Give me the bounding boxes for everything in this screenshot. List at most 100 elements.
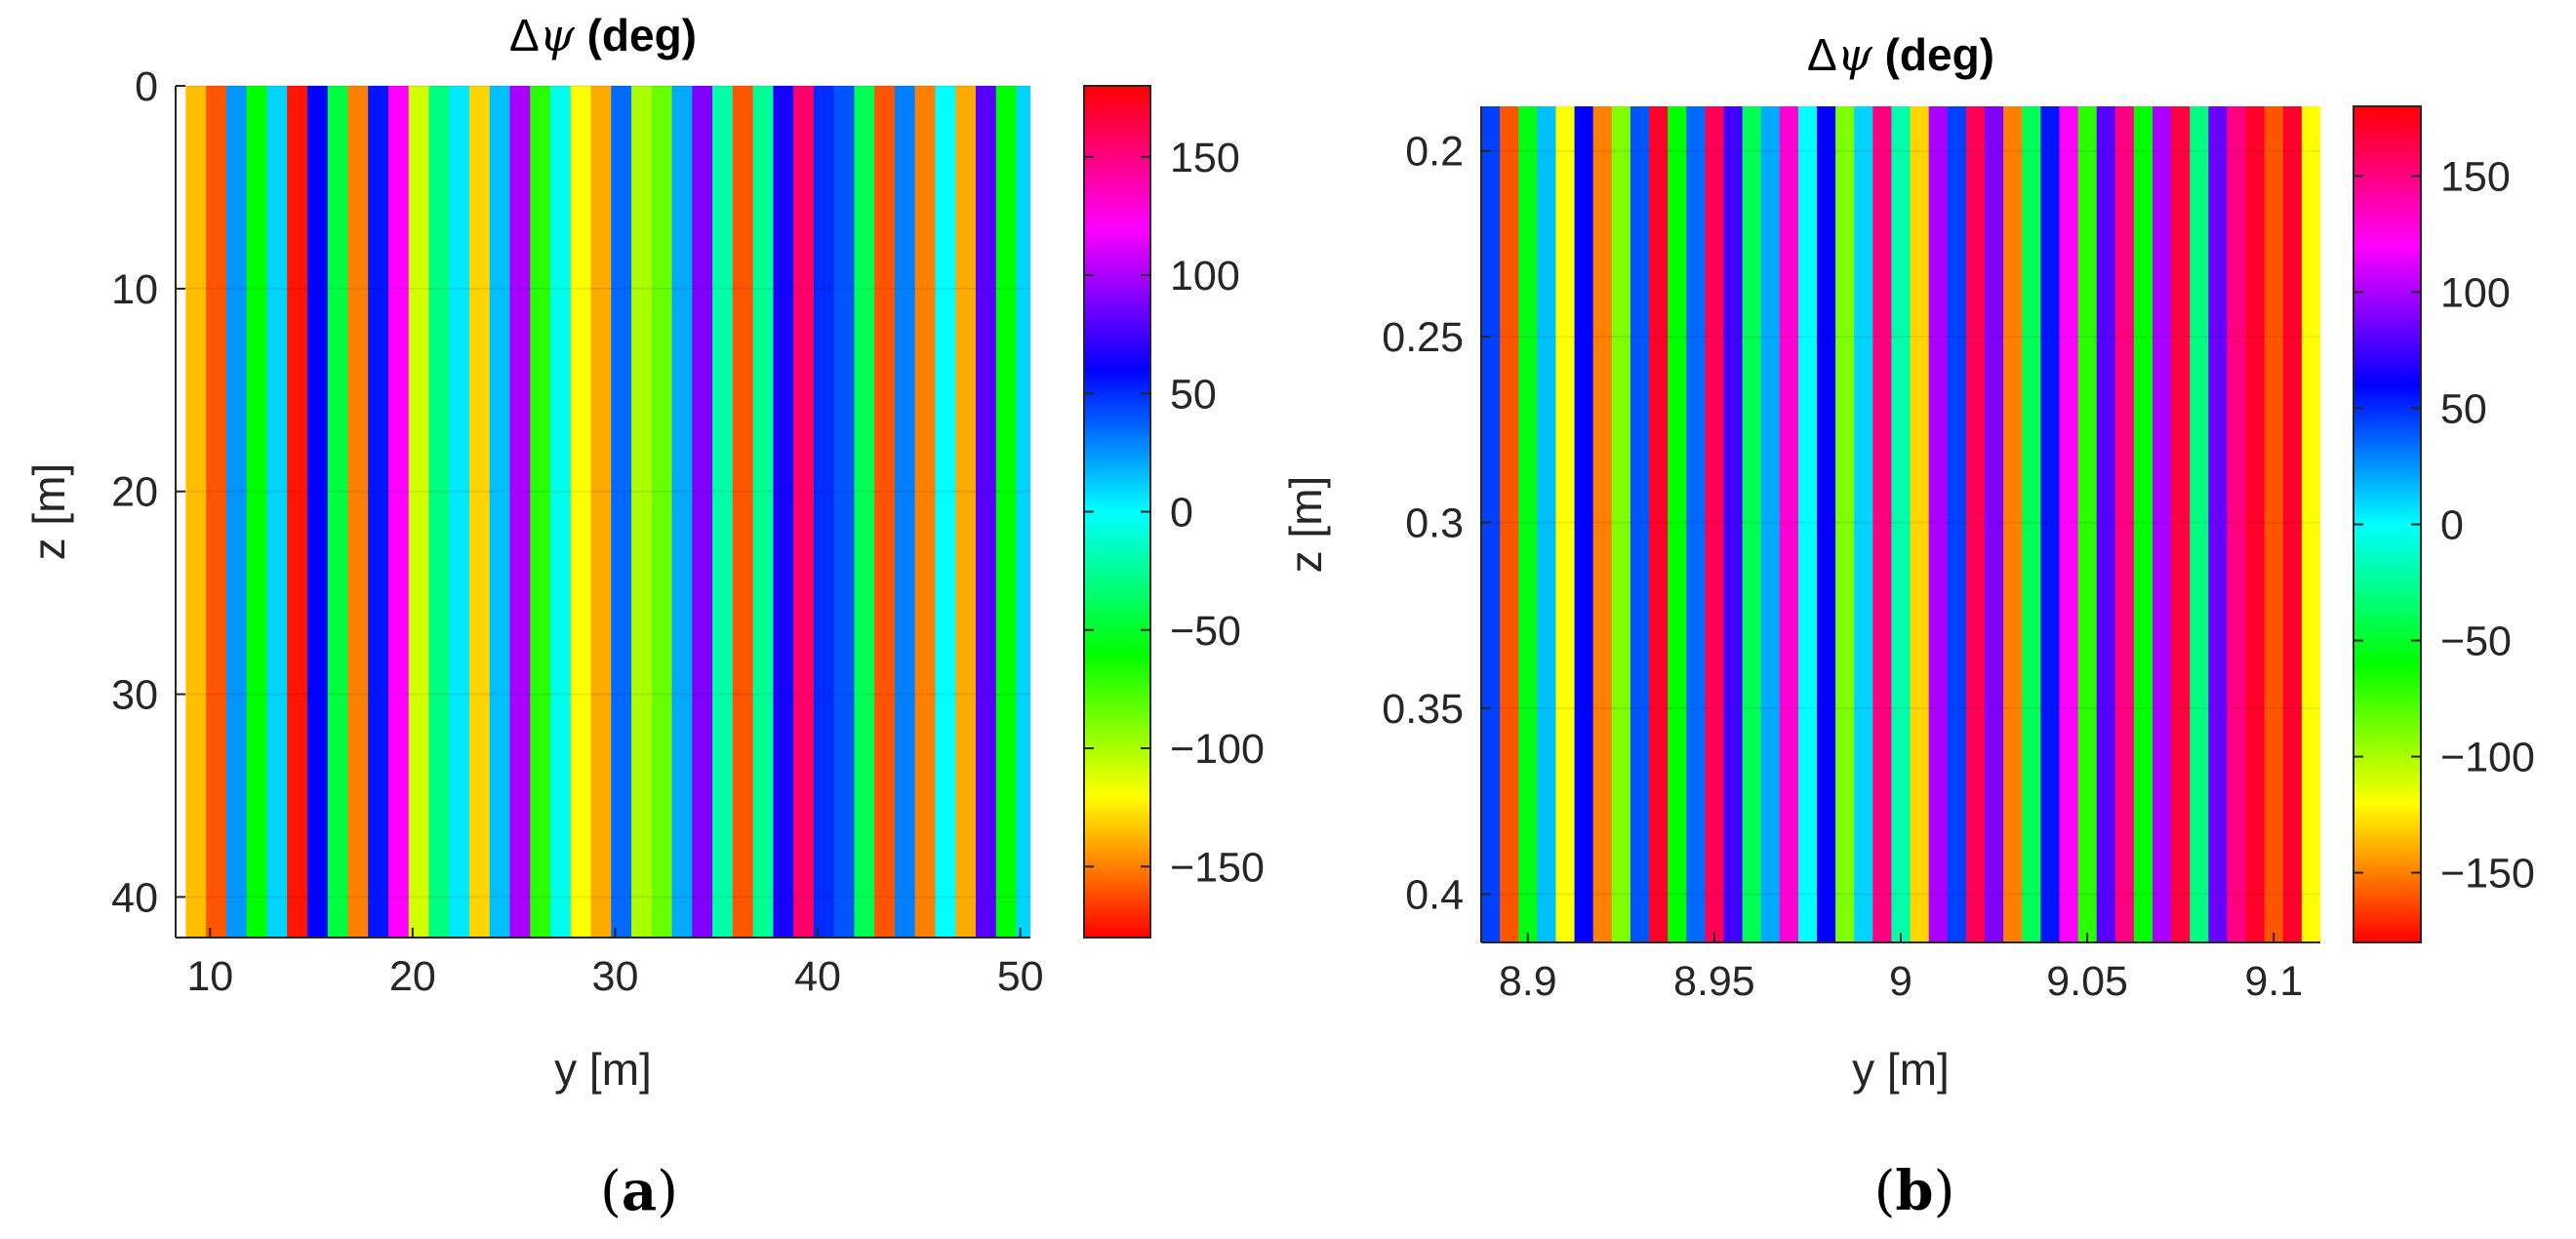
- y-tick-label: 30: [111, 672, 158, 719]
- heatmap-column: [793, 86, 815, 938]
- colorbar-tick-label: −50: [2440, 619, 2512, 665]
- x-tick-label: 20: [389, 953, 436, 1000]
- heatmap-column: [1817, 106, 1836, 942]
- colorbar-tick-label: 150: [2440, 153, 2511, 200]
- heatmap-column: [225, 86, 248, 938]
- heatmap-column: [2022, 106, 2041, 942]
- colorbar: [2353, 105, 2422, 943]
- x-tick-label: 40: [794, 953, 841, 1000]
- heatmap-column: [590, 86, 612, 938]
- colorbar: [1083, 85, 1151, 939]
- panel-label: (b): [1874, 1159, 1955, 1223]
- heatmap-column: [874, 86, 896, 938]
- heatmap-column: [2208, 106, 2229, 942]
- heatmap-column: [1760, 106, 1781, 942]
- y-tick-label: 10: [111, 266, 158, 313]
- heatmap-column: [2077, 106, 2098, 942]
- heatmap-column: [671, 86, 693, 938]
- x-tick-label: 50: [997, 953, 1044, 1000]
- x-tick-label: 9: [1889, 958, 1912, 1005]
- heatmap-column: [1947, 106, 1967, 942]
- heatmap-column: [1891, 106, 1912, 942]
- heatmap-column: [2153, 106, 2172, 942]
- heatmap-column: [2040, 106, 2061, 942]
- y-tick-label: 40: [111, 874, 158, 921]
- heatmap-column: [428, 86, 450, 938]
- colorbar-tick-label: −100: [1170, 726, 1265, 773]
- chart-a: 10 20 30 40 50 0 10 20 30 40 y [m] z [m] Δψ (deg) −15…: [23, 9, 1265, 1223]
- colorbar-tick-label: 150: [1170, 135, 1240, 181]
- heatmap-column: [2282, 106, 2303, 942]
- heatmap-column: [306, 86, 329, 938]
- y-tick-label: 0.35: [1382, 686, 1464, 733]
- heatmap-column: [1649, 106, 1669, 942]
- heatmap-column: [1518, 106, 1538, 942]
- colorbar-tick-label: −100: [2440, 735, 2535, 781]
- heatmap-column: [266, 86, 288, 938]
- heatmap-column: [995, 86, 1018, 938]
- heatmap-column: [1555, 106, 1576, 942]
- heatmap-column: [2245, 106, 2266, 942]
- colorbar-tick-label: 50: [2440, 385, 2487, 432]
- y-tick-label: 20: [111, 469, 158, 516]
- heatmap-column: [1592, 106, 1613, 942]
- heatmap-column: [509, 86, 531, 938]
- y-tick-label: 0: [135, 63, 158, 110]
- heatmap-column: [1742, 106, 1762, 942]
- heatmap-column: [2171, 106, 2191, 942]
- y-tick-label: 0.4: [1405, 871, 1464, 918]
- y-tick-label: 0.2: [1405, 129, 1464, 176]
- x-tick-label: 8.95: [1673, 958, 1755, 1005]
- heatmap-column: [185, 86, 207, 938]
- chart-title: Δψ (deg): [1807, 28, 1994, 81]
- heatmap-column: [368, 86, 389, 938]
- heatmap-column: [1985, 106, 2004, 942]
- heatmap-column: [935, 86, 956, 938]
- y-axis-label: z [m]: [23, 463, 74, 561]
- heatmap-column: [975, 86, 997, 938]
- heatmap-column: [1686, 106, 1706, 942]
- heatmap-column: [1611, 106, 1631, 942]
- heatmap-cells: [1481, 106, 2320, 942]
- colorbar-tick-label: −150: [2440, 851, 2535, 898]
- heatmap-column: [1016, 86, 1030, 938]
- heatmap-column: [2301, 106, 2320, 942]
- colorbar-tick-label: −50: [1170, 608, 1241, 655]
- heatmap-column: [469, 86, 491, 938]
- colorbar-tick-label: 100: [1170, 253, 1240, 300]
- heatmap-column: [1797, 106, 1818, 942]
- heatmap-column: [1835, 106, 1855, 942]
- heatmap-column: [1630, 106, 1650, 942]
- colorbar-tick-label: 0: [1170, 490, 1193, 537]
- x-tick-label: 8.9: [1499, 958, 1557, 1005]
- heatmap-column: [2059, 106, 2079, 942]
- chart-b: 8.9 8.95 9 9.05 9.1 0.2 0.25 0.3 0.35 0.4 y [m] z […: [1280, 28, 2535, 1223]
- x-axis-label: y [m]: [554, 1044, 652, 1095]
- y-axis-label: z [m]: [1280, 476, 1331, 574]
- colorbar-tick-label: −150: [1170, 844, 1265, 891]
- heatmap-column: [1723, 106, 1744, 942]
- heatmap-column: [570, 86, 592, 938]
- x-tick-label: 9.1: [2244, 958, 2303, 1005]
- heatmap-column: [894, 86, 916, 938]
- heatmap-column: [854, 86, 875, 938]
- heatmap-column: [2003, 106, 2023, 942]
- heatmap-column: [489, 86, 511, 938]
- heatmap-column: [1481, 106, 1501, 942]
- y-tick-label: 0.3: [1405, 500, 1464, 547]
- colorbar-tick-label: 100: [2440, 269, 2511, 316]
- heatmap-column: [2264, 106, 2284, 942]
- colorbar-tick-label: 50: [1170, 371, 1217, 418]
- heatmap-column: [914, 86, 937, 938]
- heatmap-column: [449, 86, 470, 938]
- heatmap-column: [550, 86, 572, 938]
- heatmap-column: [833, 86, 855, 938]
- x-tick-label: 10: [186, 953, 233, 1000]
- heatmap-column: [1910, 106, 1930, 942]
- heatmap-column: [732, 86, 754, 938]
- heatmap-column: [1537, 106, 1557, 942]
- heatmap-column: [1965, 106, 1986, 942]
- x-tick-label: 30: [592, 953, 639, 1000]
- heatmap-column: [2227, 106, 2247, 942]
